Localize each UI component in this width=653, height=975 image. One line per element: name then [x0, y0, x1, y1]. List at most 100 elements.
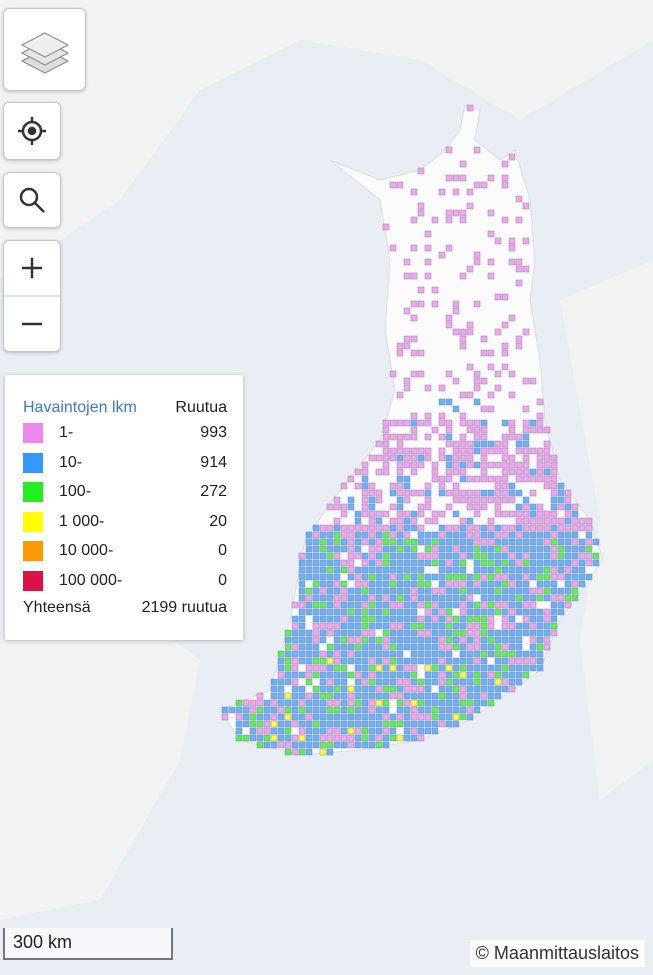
- grid-cell: [452, 510, 460, 518]
- grid-cell: [508, 685, 516, 693]
- grid-cell: [529, 377, 537, 385]
- grid-cell: [396, 489, 404, 497]
- grid-cell: [543, 482, 551, 490]
- grid-cell: [410, 671, 418, 679]
- grid-cell: [459, 461, 467, 469]
- grid-cell: [438, 384, 446, 392]
- grid-cell: [277, 678, 285, 686]
- locate-button[interactable]: [3, 102, 61, 160]
- grid-cell: [333, 573, 341, 581]
- grid-cell: [529, 468, 537, 476]
- grid-cell: [284, 650, 292, 658]
- grid-cell: [305, 706, 313, 714]
- grid-cell: [417, 713, 425, 721]
- grid-cell: [354, 727, 362, 735]
- grid-cell: [291, 650, 299, 658]
- grid-cell: [417, 573, 425, 581]
- grid-cell: [452, 328, 460, 336]
- grid-cell: [466, 657, 474, 665]
- search-button[interactable]: [3, 172, 61, 228]
- grid-cell: [417, 692, 425, 700]
- grid-cell: [508, 454, 516, 462]
- grid-cell: [522, 566, 530, 574]
- grid-cell: [452, 713, 460, 721]
- grid-cell: [424, 244, 432, 252]
- grid-cell: [452, 629, 460, 637]
- grid-cell: [480, 580, 488, 588]
- grid-cell: [410, 559, 418, 567]
- grid-cell: [333, 692, 341, 700]
- grid-cell: [298, 601, 306, 609]
- zoom-in[interactable]: [22, 258, 42, 278]
- grid-cell: [438, 559, 446, 567]
- grid-cell: [438, 447, 446, 455]
- grid-cell: [361, 657, 369, 665]
- grid-cell: [501, 664, 509, 672]
- grid-cell: [592, 559, 600, 567]
- grid-cell: [522, 202, 530, 210]
- grid-cell: [515, 510, 523, 518]
- grid-cell: [312, 531, 320, 539]
- layers-button[interactable]: [3, 8, 86, 91]
- grid-cell: [431, 727, 439, 735]
- grid-cell: [403, 678, 411, 686]
- grid-cell: [354, 538, 362, 546]
- grid-cell: [515, 489, 523, 497]
- grid-cell: [452, 377, 460, 385]
- grid-cell: [501, 440, 509, 448]
- grid-cell: [368, 587, 376, 595]
- grid-cell: [557, 545, 565, 553]
- grid-cell: [431, 286, 439, 294]
- grid-cell: [487, 545, 495, 553]
- grid-cell: [291, 741, 299, 749]
- grid-cell: [312, 657, 320, 665]
- grid-cell: [515, 531, 523, 539]
- grid-cell: [333, 587, 341, 595]
- attribution[interactable]: © Maanmittauslaitos: [469, 940, 645, 967]
- grid-cell: [417, 300, 425, 308]
- grid-cell: [347, 692, 355, 700]
- grid-cell: [536, 594, 544, 602]
- grid-cell: [354, 720, 362, 728]
- grid-cell: [298, 587, 306, 595]
- grid-cell: [375, 454, 383, 462]
- grid-cell: [431, 216, 439, 224]
- grid-cell: [508, 524, 516, 532]
- grid-cell: [522, 461, 530, 469]
- grid-cell: [340, 720, 348, 728]
- grid-cell: [375, 734, 383, 742]
- grid-cell: [263, 706, 271, 714]
- grid-cell: [410, 664, 418, 672]
- grid-cell: [431, 475, 439, 483]
- grid-cell: [550, 608, 558, 616]
- grid-cell: [445, 524, 453, 532]
- grid-cell: [466, 419, 474, 427]
- grid-cell: [480, 699, 488, 707]
- grid-cell: [312, 615, 320, 623]
- grid-cell: [319, 524, 327, 532]
- grid-cell: [431, 720, 439, 728]
- grid-cell: [291, 713, 299, 721]
- grid-cell: [319, 713, 327, 721]
- grid-cell: [557, 573, 565, 581]
- grid-cell: [270, 678, 278, 686]
- grid-cell: [529, 657, 537, 665]
- grid-cell: [389, 587, 397, 595]
- grid-cell: [312, 713, 320, 721]
- grid-cell: [256, 720, 264, 728]
- grid-cell: [347, 650, 355, 658]
- grid-cell: [452, 461, 460, 469]
- grid-cell: [522, 419, 530, 427]
- grid-cell: [354, 713, 362, 721]
- grid-cell: [459, 594, 467, 602]
- grid-cell: [536, 573, 544, 581]
- grid-cell: [459, 489, 467, 497]
- grid-cell: [368, 545, 376, 553]
- grid-cell: [536, 643, 544, 651]
- grid-cell: [459, 391, 467, 399]
- grid-cell: [361, 692, 369, 700]
- grid-cell: [375, 545, 383, 553]
- grid-cell: [557, 608, 565, 616]
- grid-cell: [445, 706, 453, 714]
